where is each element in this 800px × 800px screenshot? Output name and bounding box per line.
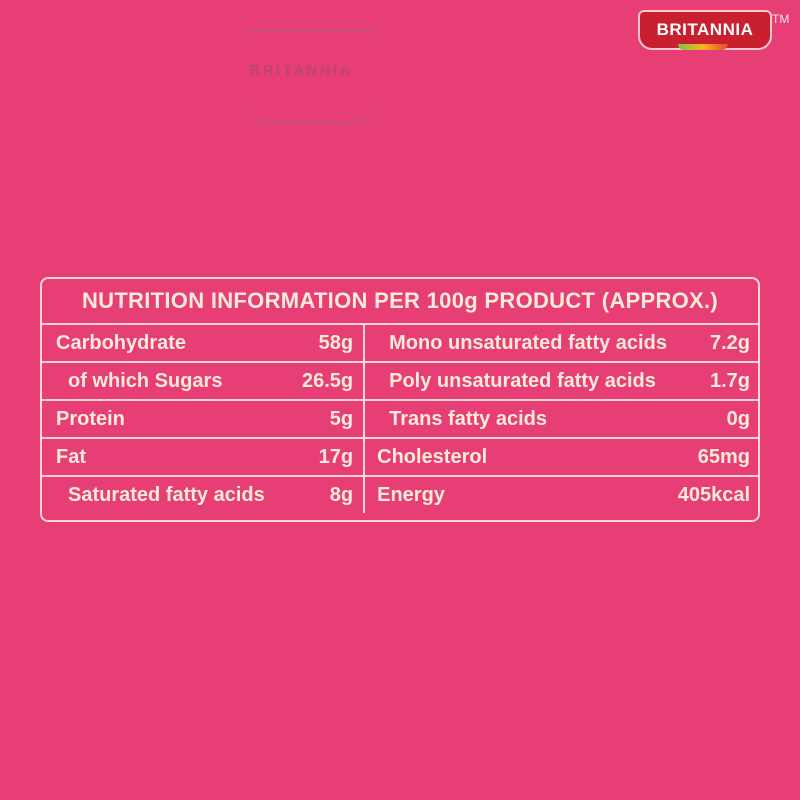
nutrition-table: NUTRITION INFORMATION PER 100g PRODUCT (…: [40, 277, 760, 522]
nutrient-value: 17g: [318, 445, 354, 468]
nutrient-label: Carbohydrate: [56, 331, 187, 354]
nutrient-label: Protein: [56, 407, 125, 430]
nutrient-value: 7.2g: [709, 331, 750, 354]
nutrient-label: of which Sugars: [68, 369, 223, 392]
nutrient-value: 26.5g: [301, 369, 354, 392]
nutrient-label: Trans fatty acids: [389, 407, 547, 430]
logo-swoosh: [678, 44, 728, 50]
table-row: Saturated fatty acids 8g Energy 405kcal: [42, 477, 758, 513]
nutrient-label: Poly unsaturated fatty acids: [389, 369, 656, 392]
nutrient-value: 0g: [726, 407, 750, 430]
nutrition-title: NUTRITION INFORMATION PER 100g PRODUCT (…: [42, 279, 758, 325]
nutrient-value: 405kcal: [677, 483, 750, 506]
nutrient-label: Cholesterol: [377, 445, 488, 468]
table-row: Protein 5g Trans fatty acids 0g: [42, 401, 758, 439]
trademark: TM: [772, 12, 790, 26]
nutrient-value: 5g: [329, 407, 354, 430]
nutrient-value: 8g: [329, 483, 354, 506]
nutrient-label: Energy: [377, 483, 445, 506]
nutrient-label: Fat: [56, 445, 86, 468]
nutrient-label: Mono unsaturated fatty acids: [389, 331, 667, 354]
ghost-logo-watermark: BRITANNIA: [240, 30, 380, 124]
nutrient-value: 65mg: [697, 445, 750, 468]
logo-badge: BRITANNIA: [638, 10, 772, 50]
britannia-logo: BRITANNIA: [638, 10, 772, 50]
nutrient-value: 58g: [318, 331, 354, 354]
ghost-logo-text: BRITANNIA: [250, 62, 353, 78]
nutrient-label: Saturated fatty acids: [68, 483, 265, 506]
nutrient-value: 1.7g: [709, 369, 750, 392]
table-row: Carbohydrate 58g Mono unsaturated fatty a…: [42, 325, 758, 363]
table-row: Fat 17g Cholesterol 65mg: [42, 439, 758, 477]
table-row: of which Sugars 26.5g Poly unsaturated fa…: [42, 363, 758, 401]
